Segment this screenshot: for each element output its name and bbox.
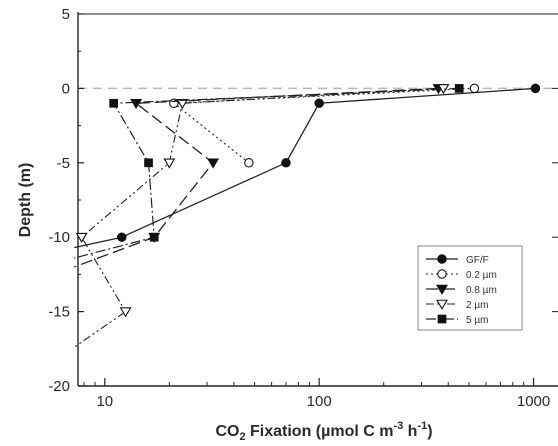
data-point bbox=[149, 232, 159, 242]
legend-label: 5 µm bbox=[466, 315, 488, 326]
legend-marker bbox=[436, 299, 448, 310]
x-axis-title: CO2 Fixation (µmol C m-3 h-1) bbox=[215, 420, 432, 443]
data-point bbox=[117, 232, 127, 242]
data-point bbox=[163, 158, 176, 169]
series-3 bbox=[73, 84, 450, 348]
data-point bbox=[176, 98, 189, 110]
legend-label: GF/F bbox=[466, 255, 489, 266]
data-point bbox=[144, 158, 153, 168]
legend-label: 0.8 µm bbox=[466, 285, 497, 296]
data-point bbox=[281, 158, 291, 168]
x-tick-label: 1000 bbox=[517, 393, 550, 410]
series-0 bbox=[74, 83, 541, 249]
legend-marker bbox=[437, 314, 447, 324]
legend-marker bbox=[436, 284, 448, 295]
data-point bbox=[119, 307, 132, 318]
data-point bbox=[469, 83, 480, 94]
y-tick-label: 0 bbox=[62, 80, 70, 97]
y-axis-title: Depth (m) bbox=[17, 163, 34, 238]
series-line bbox=[73, 87, 439, 268]
legend-label: 2 µm bbox=[466, 300, 488, 311]
series-line bbox=[74, 87, 536, 249]
y-tick-label: 5 bbox=[62, 6, 70, 23]
legend-box bbox=[417, 245, 523, 331]
data-point bbox=[244, 158, 254, 168]
x-tick-label: 100 bbox=[307, 393, 332, 410]
data-point bbox=[454, 84, 464, 93]
series-4 bbox=[74, 84, 464, 259]
data-point bbox=[530, 83, 541, 94]
x-axis-ticks: 10 100 1000 bbox=[83, 378, 550, 410]
data-point bbox=[207, 158, 220, 169]
y-tick-label: -5 bbox=[57, 155, 70, 172]
legend-marker bbox=[437, 269, 447, 279]
data-point bbox=[109, 98, 119, 108]
y-tick-label: -15 bbox=[48, 304, 70, 321]
y-tick-label: -10 bbox=[48, 229, 70, 246]
series-line bbox=[172, 87, 475, 164]
series-1 bbox=[169, 83, 480, 168]
legend-marker bbox=[437, 254, 447, 264]
y-tick-label: -20 bbox=[48, 378, 70, 395]
legend-label: 0.2 µm bbox=[466, 270, 497, 281]
plot-frame bbox=[77, 12, 558, 387]
y-axis-ticks: 5 0 -5 -10 -15 -20 bbox=[48, 6, 558, 395]
legend: GF/F 0.2 µm 0.8 µm 2 µm 5 µm bbox=[417, 245, 523, 331]
x-tick-label: 10 bbox=[96, 393, 113, 410]
series-layer bbox=[73, 83, 541, 348]
data-point bbox=[314, 98, 324, 109]
data-point bbox=[75, 232, 88, 244]
series-line bbox=[73, 87, 444, 348]
